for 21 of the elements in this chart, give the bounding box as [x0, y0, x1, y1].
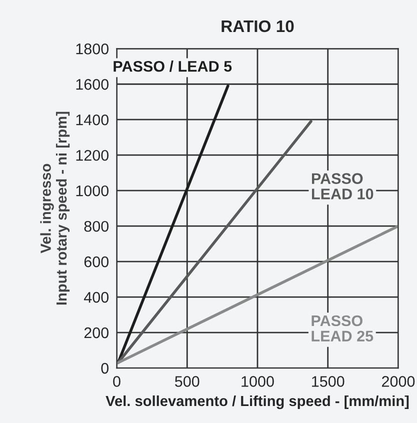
y-tick-label: 0	[101, 362, 109, 374]
text: PASSO LEAD 25	[312, 315, 374, 342]
y-tick-label: 1000	[76, 185, 109, 196]
y-tick-label: 400	[84, 292, 109, 303]
y-tick-label: 1800	[76, 44, 109, 54]
x-tick-label: 1500	[312, 376, 344, 387]
text: PASSO LEAD 10	[312, 173, 374, 200]
x-tick-label: 2000	[382, 376, 415, 387]
y-tick-label: 200	[84, 327, 109, 338]
y-tick-label: 600	[84, 256, 109, 268]
y-axis-title: Vel. ingresso Input rotary speed - ni [rpm]	[40, 112, 70, 305]
x-tick-label: 0	[113, 376, 120, 387]
y-tick-label: 1600	[76, 79, 109, 90]
y-tick-label: 1400	[76, 114, 109, 126]
series-label: PASSO / LEAD 5	[114, 60, 232, 72]
y-tick-label: 800	[84, 220, 109, 232]
chart-title: RATIO 10	[222, 20, 294, 32]
x-axis-title: Vel. sollevamento / Lifting speed - [mm/min]	[106, 395, 409, 410]
y-tick-label: 1200	[76, 150, 109, 161]
x-tick-label: 500	[174, 376, 200, 387]
x-tick-label: 1000	[242, 376, 274, 387]
